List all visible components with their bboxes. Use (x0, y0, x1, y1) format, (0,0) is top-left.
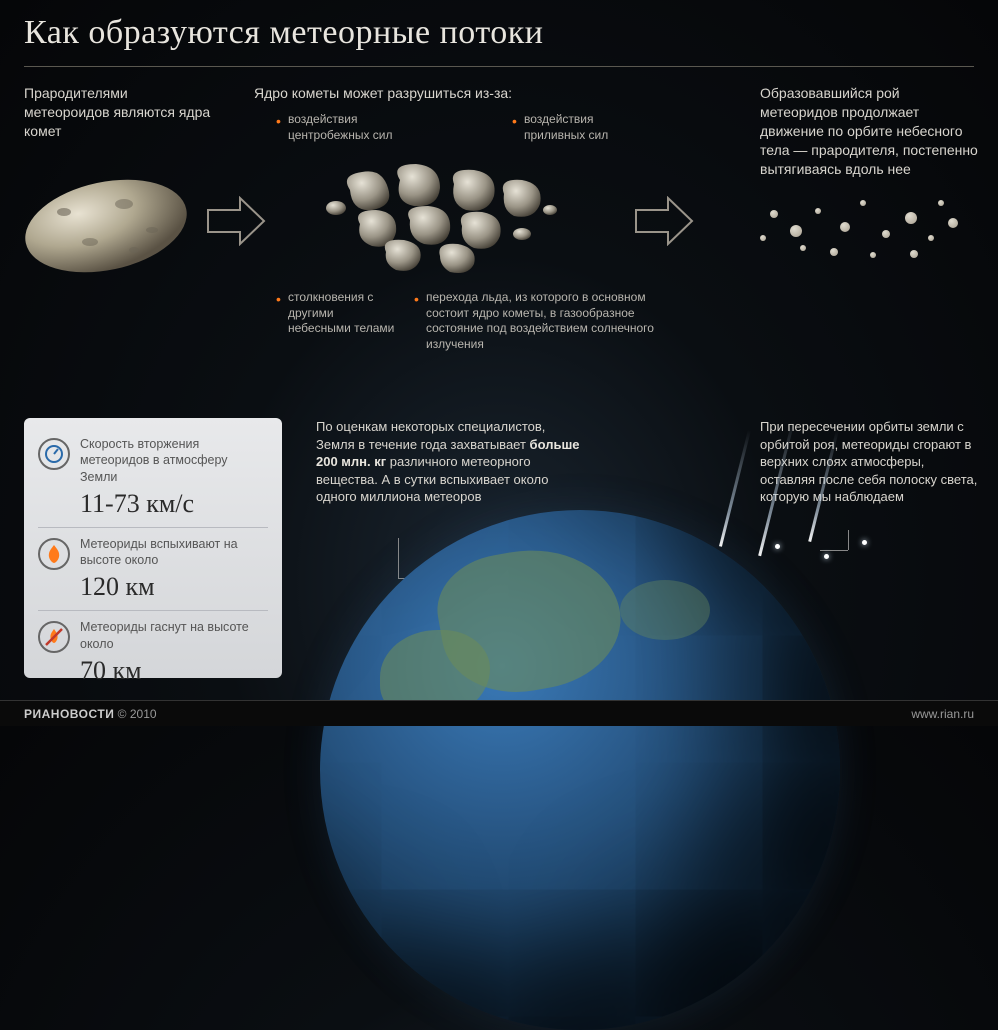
stat-ignite: Метеориды вспыхивают на высоте около 120… (38, 527, 268, 611)
page-title: Как образуются метеорные потоки (24, 14, 543, 52)
leader-line-1 (398, 538, 399, 578)
leader-line-2 (848, 530, 849, 550)
footer-copyright: © 2010 (118, 707, 157, 721)
debris-particle (790, 225, 802, 237)
debris-particle (905, 212, 917, 224)
estimate-paragraph: По оценкам некоторых специалистов, Земля… (316, 418, 586, 506)
debris-particle (928, 235, 934, 241)
leader-line-2h (820, 550, 848, 551)
debris-particle (860, 200, 866, 206)
bullet-tidal: воздействия приливных сил (512, 112, 652, 143)
comet-nucleus-illustration (14, 160, 204, 290)
stat-fade-label: Метеориды гаснут на высоте около (80, 619, 268, 652)
stat-fade: Метеориды гаснут на высоте около 70 км (38, 610, 268, 694)
stat-speed: Скорость вторжения метеоридов в атмосфер… (38, 428, 268, 527)
estimate-pre: По оценкам некоторых специалистов, Земля… (316, 419, 545, 452)
flame-icon (38, 538, 70, 570)
bullet-collision: столкновения с другими небесными телами (276, 290, 396, 337)
footer-logo: РИАНОВОСТИ (24, 707, 114, 721)
bullet-centrifugal: воздействия центробежных сил (276, 112, 426, 143)
title-divider (24, 66, 974, 67)
stat-ignite-label: Метеориды вспыхивают на высоте около (80, 536, 268, 569)
stats-panel: Скорость вторжения метеоридов в атмосфер… (24, 418, 282, 678)
debris-particle (948, 218, 958, 228)
earth-illustration (320, 510, 840, 1030)
meteor-head (862, 540, 867, 545)
debris-particle (840, 222, 850, 232)
arrow-2-icon (634, 196, 694, 246)
footer-url: www.rian.ru (911, 707, 974, 721)
speedometer-icon (38, 438, 70, 470)
debris-particle (800, 245, 806, 251)
arrow-1-icon (206, 196, 266, 246)
section-center-header: Ядро кометы может разрушиться из-за: (254, 84, 614, 103)
stat-speed-label: Скорость вторжения метеоридов в атмосфер… (80, 436, 268, 485)
debris-particle (830, 248, 838, 256)
debris-particle (760, 235, 766, 241)
meteor-trail (719, 430, 751, 547)
debris-particle (882, 230, 890, 238)
debris-particle (938, 200, 944, 206)
meteor-head (824, 554, 829, 559)
stat-ignite-value: 120 км (80, 572, 268, 602)
debris-particle (910, 250, 918, 258)
flame-off-icon (38, 621, 70, 653)
intersection-paragraph: При пересечении орбиты земли с орбитой р… (760, 418, 980, 506)
meteor-head (775, 544, 780, 549)
footer: РИАНОВОСТИ © 2010 www.rian.ru (0, 700, 998, 726)
debris-particle (770, 210, 778, 218)
bullet-ice: перехода льда, из которого в основном со… (414, 290, 654, 352)
stat-fade-value: 70 км (80, 656, 268, 686)
stat-speed-value: 11-73 км/с (80, 489, 268, 519)
section-right-text: Образовавшийся рой метеоридов продолжает… (760, 84, 980, 178)
debris-particle (870, 252, 876, 258)
section-left-text: Прародителями метеороидов являются ядра … (24, 84, 214, 141)
debris-particle (815, 208, 821, 214)
comet-breakup-illustration (290, 150, 610, 290)
